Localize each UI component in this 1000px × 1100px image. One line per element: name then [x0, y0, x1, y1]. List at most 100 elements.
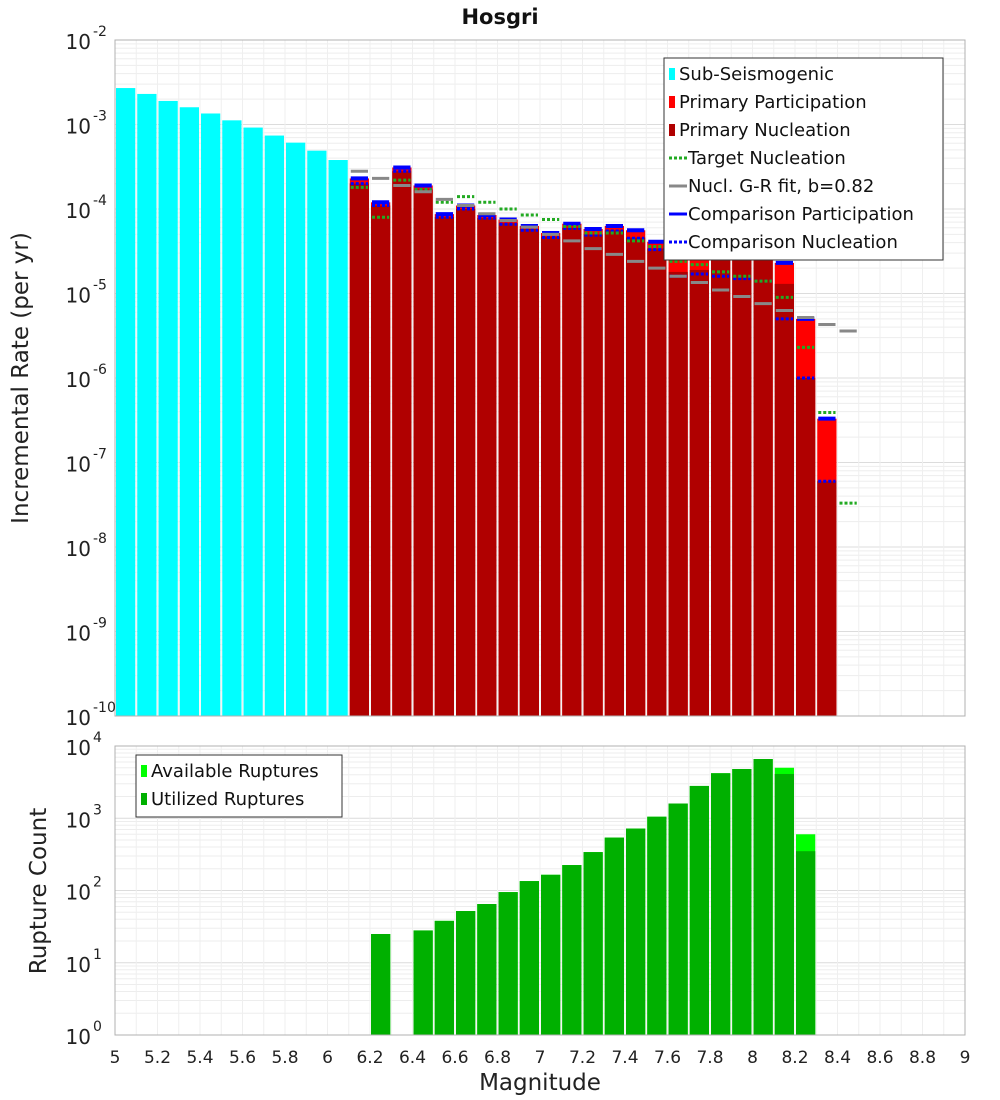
- bar: [201, 113, 221, 716]
- bar: [753, 759, 773, 1035]
- y-tick-exponent: -6: [93, 362, 107, 378]
- bar: [307, 150, 327, 716]
- y-tick-exponent: -4: [93, 193, 107, 209]
- bar: [626, 237, 646, 717]
- bottom-plot-series: [371, 759, 816, 1035]
- x-tick-label: 8.6: [866, 1048, 893, 1068]
- x-tick-label: 7.2: [569, 1048, 596, 1068]
- legend-label: Utilized Ruptures: [151, 789, 304, 810]
- x-tick-label: 6.6: [441, 1048, 468, 1068]
- bar: [796, 378, 816, 716]
- y-tick-label: 10: [66, 881, 91, 905]
- y-tick-exponent: -5: [93, 278, 107, 294]
- legend-label: Available Ruptures: [151, 761, 319, 782]
- bar: [477, 904, 497, 1035]
- top-plot-series: [116, 88, 857, 717]
- x-tick-label: 5.4: [186, 1048, 213, 1068]
- legend-swatch: [669, 124, 675, 136]
- legend-label: Primary Participation: [679, 92, 867, 113]
- bar: [116, 88, 136, 717]
- x-tick-label: 8.8: [909, 1048, 936, 1068]
- x-tick-label: 7.6: [654, 1048, 681, 1068]
- x-tick-label: 6.8: [484, 1048, 511, 1068]
- y-tick-exponent: 0: [93, 1019, 102, 1035]
- x-tick-label: 9: [960, 1048, 971, 1068]
- bar: [583, 852, 603, 1035]
- x-tick-labels: 5 5.2 5.4 5.6 5.8 6 6.2 6.4 6.6 6.8 7 7.2 7.4 7.6 7.8 8…: [110, 1048, 971, 1068]
- y-tick-label: 10: [66, 622, 91, 646]
- bar: [753, 249, 773, 716]
- x-tick-label: 5.6: [229, 1048, 256, 1068]
- y-tick-exponent: -7: [93, 447, 107, 463]
- x-tick-label: 6: [322, 1048, 333, 1068]
- bar: [541, 236, 561, 716]
- bar: [562, 865, 582, 1035]
- bar: [562, 227, 582, 716]
- y-tick-exponent: 1: [93, 947, 102, 963]
- bar: [711, 257, 731, 716]
- y-tick-exponent: 2: [93, 875, 102, 891]
- x-tick-label: 7.8: [696, 1048, 723, 1068]
- x-axis-label: Magnitude: [479, 1070, 601, 1096]
- x-tick-label: 6.4: [399, 1048, 426, 1068]
- y-tick-exponent: 4: [93, 730, 102, 746]
- bar: [413, 930, 433, 1035]
- bar: [413, 189, 433, 716]
- top-y-axis-label: Incremental Rate (per yr): [8, 232, 34, 524]
- y-tick-label: 10: [66, 284, 91, 308]
- bar: [222, 120, 242, 717]
- x-tick-label: 5.2: [144, 1048, 171, 1068]
- bar: [689, 269, 709, 716]
- legend-label: Comparison Participation: [688, 204, 914, 225]
- bottom-legend: Available Ruptures Utilized Ruptures: [135, 754, 343, 818]
- bar: [817, 481, 837, 716]
- y-tick-label: 10: [66, 30, 91, 54]
- top-legend: Sub-Seismogenic Primary Participation Prim…: [663, 57, 944, 261]
- legend-box: [663, 57, 944, 261]
- x-tick-label: 8.4: [824, 1048, 851, 1068]
- bar: [243, 127, 263, 716]
- bar: [604, 230, 624, 716]
- bottom-y-axis-label: Rupture Count: [26, 808, 52, 974]
- bar: [456, 209, 476, 716]
- bar: [647, 248, 667, 716]
- legend-swatch: [669, 68, 675, 80]
- chart-title: Hosgri: [461, 5, 538, 29]
- bar: [264, 135, 284, 716]
- y-tick-exponent: -3: [93, 109, 107, 125]
- top-plot-frame: [114, 39, 966, 717]
- bar: [434, 920, 454, 1035]
- legend-label: Comparison Nucleation: [688, 232, 898, 253]
- x-tick-label: 7: [535, 1048, 546, 1068]
- y-tick-label: 10: [66, 736, 91, 760]
- bar: [519, 881, 539, 1035]
- x-tick-label: 8: [747, 1048, 758, 1068]
- legend-swatch: [141, 793, 147, 805]
- y-tick-exponent: -8: [93, 531, 107, 547]
- bar: [371, 933, 391, 1035]
- y-tick-label: 10: [66, 115, 91, 139]
- bar: [732, 769, 752, 1035]
- bar: [498, 223, 518, 716]
- y-tick-label: 10: [66, 199, 91, 223]
- bar: [158, 100, 178, 717]
- bar: [519, 228, 539, 716]
- y-tick-label: 10: [66, 453, 91, 477]
- y-tick-label: 10: [66, 1025, 91, 1049]
- legend-label: Primary Nucleation: [679, 120, 851, 141]
- bar: [328, 160, 348, 716]
- y-tick-label: 10: [66, 808, 91, 832]
- bar: [711, 773, 731, 1035]
- bar: [498, 892, 518, 1035]
- legend-label: Target Nucleation: [687, 148, 846, 169]
- bar: [647, 816, 667, 1035]
- legend-swatch: [141, 765, 147, 777]
- bar: [668, 271, 688, 716]
- y-tick-label: 10: [66, 537, 91, 561]
- bar: [774, 773, 794, 1035]
- bar: [392, 171, 412, 716]
- y-tick-label: 10: [66, 368, 91, 392]
- x-tick-label: 5: [110, 1048, 121, 1068]
